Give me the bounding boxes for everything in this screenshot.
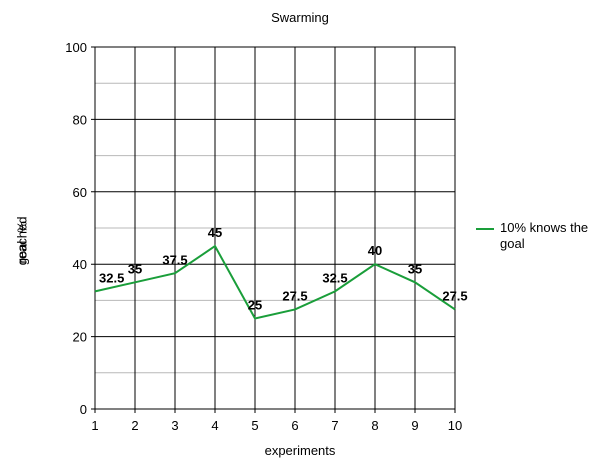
y-tick-label: 20 bbox=[73, 330, 87, 345]
data-label: 35 bbox=[408, 261, 422, 276]
y-tick-label: 100 bbox=[65, 40, 87, 55]
data-label: 25 bbox=[248, 298, 262, 313]
legend-swatch bbox=[476, 228, 494, 230]
series-line bbox=[94, 244, 456, 320]
data-label: 27.5 bbox=[282, 288, 307, 303]
data-label: 27.5 bbox=[442, 288, 467, 303]
plot-frame bbox=[94, 46, 456, 410]
x-tick-label: 2 bbox=[131, 418, 138, 433]
data-label: 40 bbox=[368, 243, 382, 258]
data-label: 32.5 bbox=[322, 270, 347, 285]
x-axis-label: experiments bbox=[264, 443, 336, 458]
y-tick-label: 40 bbox=[73, 257, 87, 272]
x-tick-label: 6 bbox=[291, 418, 298, 433]
x-tick-label: 1 bbox=[91, 418, 98, 433]
data-label: 37.5 bbox=[162, 252, 187, 267]
data-label: 32.5 bbox=[99, 270, 124, 285]
x-tick-label: 8 bbox=[371, 418, 378, 433]
chart-title: Swarming bbox=[271, 10, 329, 25]
data-label: 35 bbox=[128, 261, 142, 276]
x-tick-label: 10 bbox=[448, 418, 462, 433]
x-tick-label: 5 bbox=[251, 418, 258, 433]
x-tick-label: 4 bbox=[211, 418, 218, 433]
x-tick-label: 7 bbox=[331, 418, 338, 433]
y-tick-label: 0 bbox=[80, 402, 87, 417]
y-tick-label: 60 bbox=[73, 185, 87, 200]
x-tick-label: 3 bbox=[171, 418, 178, 433]
legend-label: 10% knows the goal bbox=[500, 220, 589, 251]
y-tick-label: 80 bbox=[73, 112, 87, 127]
x-tick-label: 9 bbox=[411, 418, 418, 433]
data-label: 45 bbox=[208, 225, 222, 240]
